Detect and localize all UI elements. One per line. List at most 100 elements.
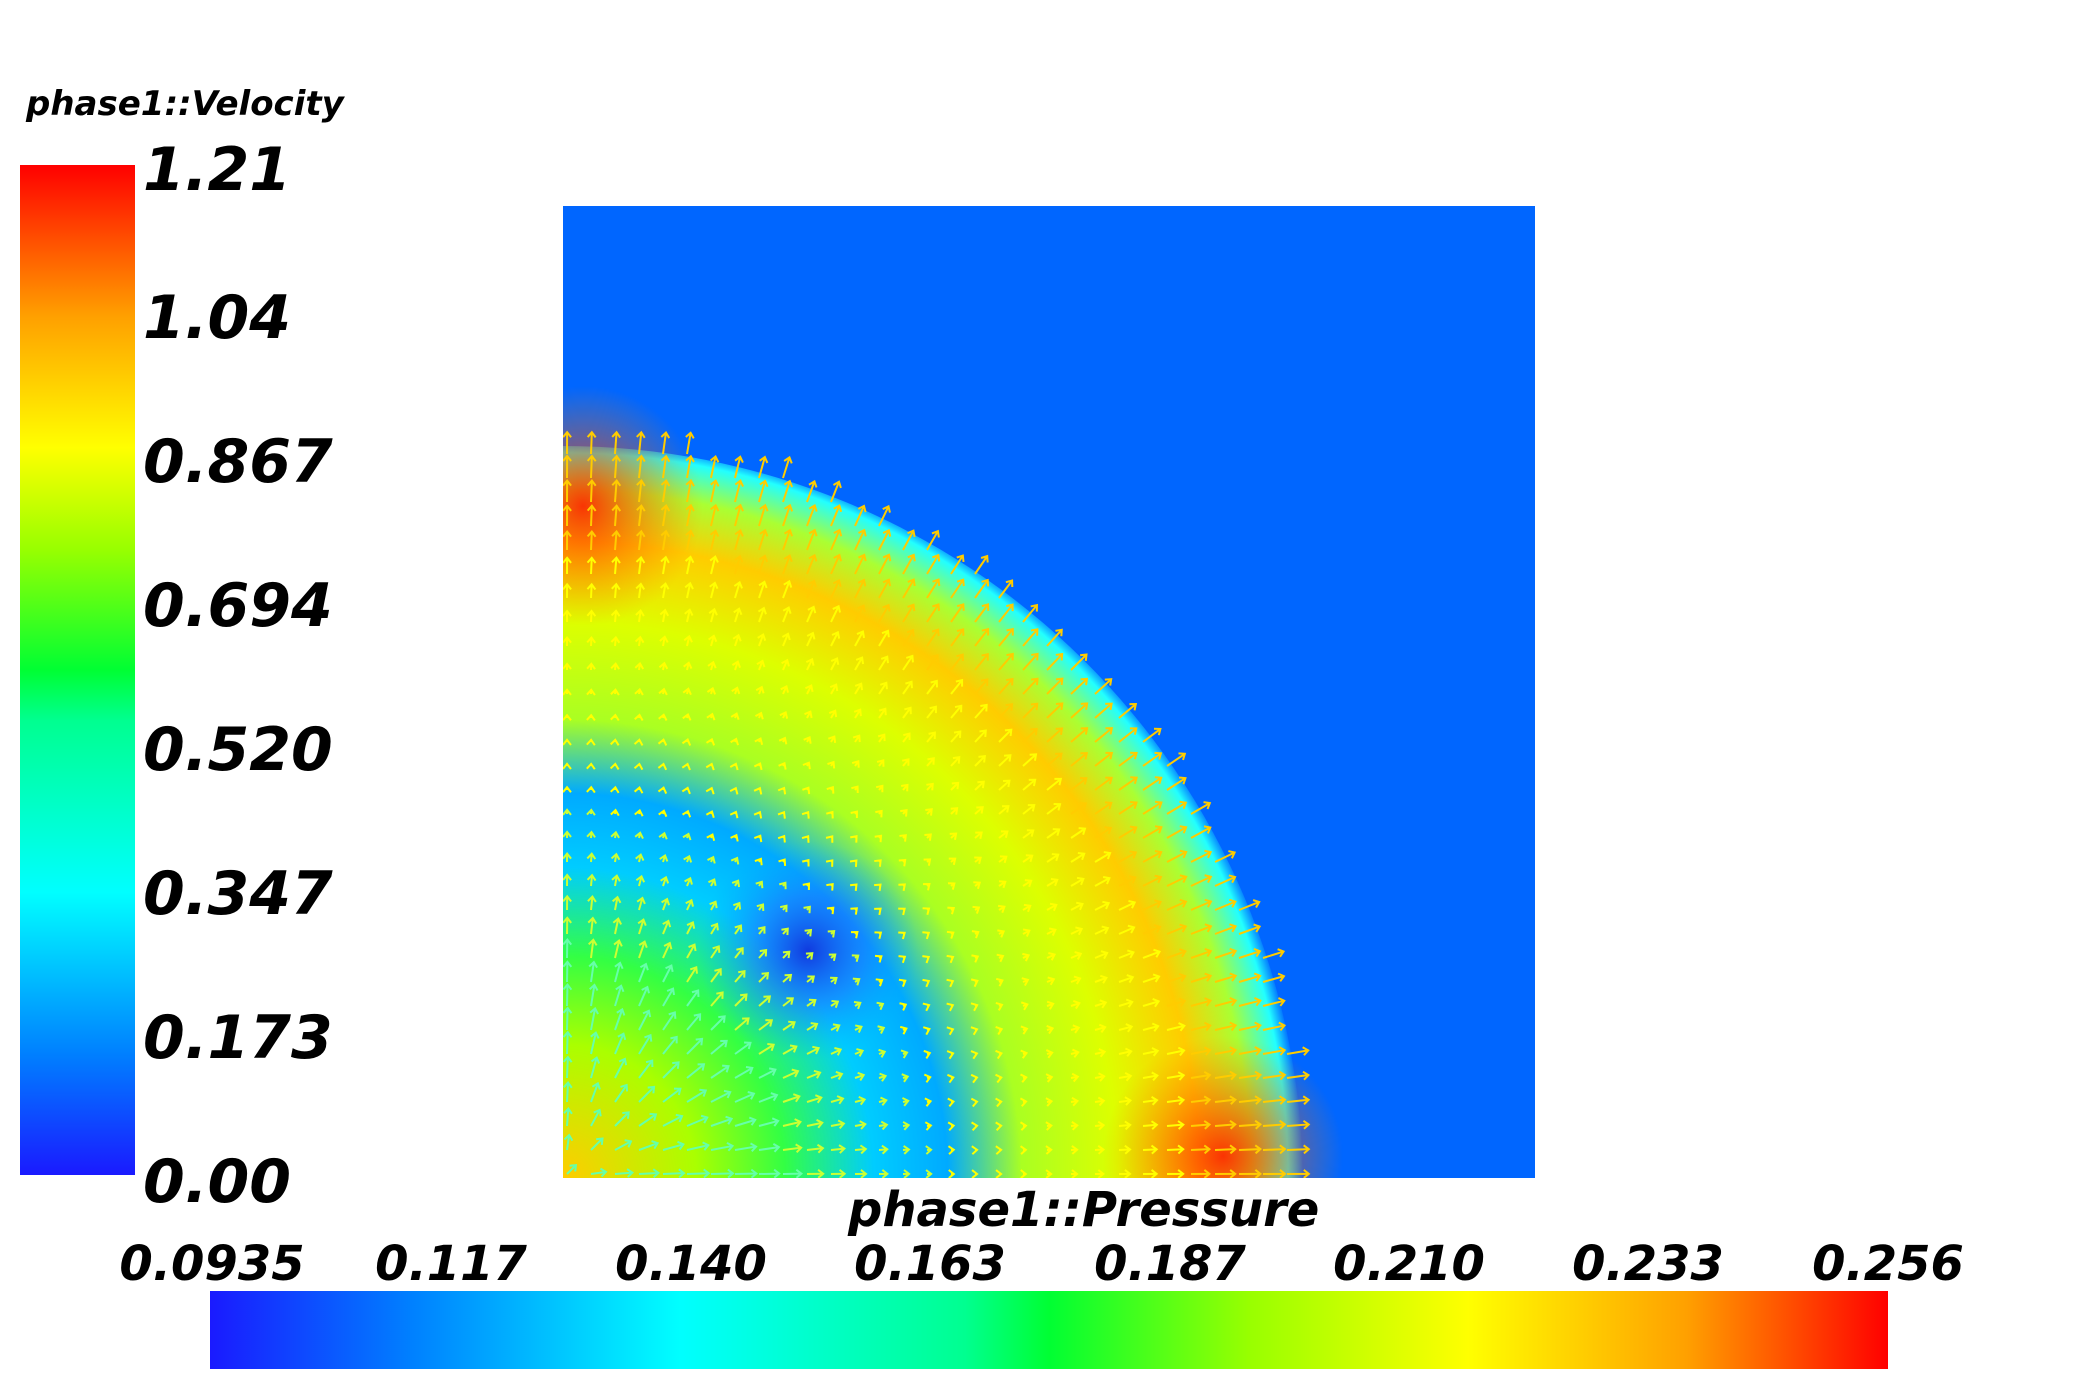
velocity-vector-head [923, 1049, 932, 1059]
velocity-vector-head [708, 607, 718, 616]
velocity-vector-head [1154, 776, 1163, 785]
velocity-vector-glyph [1214, 876, 1236, 887]
velocity-vector-head [929, 705, 937, 714]
velocity-vector-head [899, 1025, 908, 1035]
velocity-vector-head [659, 853, 669, 862]
velocity-vector-head [635, 853, 645, 861]
velocity-vector-glyph [662, 505, 668, 527]
pressure-tick-label: 0.233 [1572, 1236, 1724, 1292]
velocity-vector-head [816, 1143, 825, 1154]
velocity-vector-glyph [806, 529, 816, 551]
velocity-vector-head [875, 809, 883, 818]
velocity-vector-glyph [686, 1038, 703, 1055]
velocity-vector-glyph [998, 754, 1012, 767]
velocity-vector-head [932, 553, 941, 562]
velocity-vector-head [1006, 603, 1014, 612]
velocity-vector-glyph [1190, 1074, 1210, 1079]
velocity-vector-head [906, 628, 915, 637]
velocity-vector-head [641, 985, 650, 994]
velocity-vector-head [777, 786, 787, 795]
velocity-vector-head [618, 1057, 628, 1066]
velocity-vector-head [1101, 925, 1110, 935]
velocity-vector-glyph [1142, 950, 1160, 959]
velocity-vector-head [673, 1087, 682, 1096]
velocity-vector-glyph [1142, 901, 1161, 911]
velocity-vector-head [791, 1068, 800, 1078]
velocity-vector-head [611, 556, 621, 564]
velocity-vector-head [663, 941, 673, 950]
velocity-vector-glyph [1166, 801, 1187, 815]
velocity-vector-head [1229, 1119, 1237, 1130]
velocity-vector-glyph [566, 1108, 570, 1127]
velocity-vector-glyph [710, 1040, 728, 1055]
velocity-vector-head [817, 1169, 825, 1178]
velocity-vector-head [611, 895, 622, 904]
velocity-vector-head [1177, 1046, 1186, 1057]
velocity-vector-head [1046, 1024, 1055, 1035]
velocity-vector-glyph [734, 925, 742, 935]
velocity-vector-head [1055, 752, 1063, 761]
velocity-vector-glyph [1094, 827, 1112, 839]
velocity-vector-glyph [710, 1117, 732, 1127]
velocity-vector-glyph [806, 1096, 822, 1103]
velocity-vector-head [610, 635, 621, 644]
velocity-vector-head [1055, 628, 1063, 637]
velocity-vector-glyph [1166, 826, 1187, 839]
velocity-vector-head [932, 603, 941, 611]
velocity-vector-head [586, 504, 597, 512]
velocity-vector-glyph [614, 1111, 630, 1127]
velocity-vector-glyph [1190, 900, 1212, 911]
velocity-vector-head [588, 960, 598, 969]
velocity-vector-head [617, 1032, 627, 1041]
velocity-vector-glyph [1022, 604, 1038, 623]
velocity-vector-glyph [902, 604, 915, 623]
velocity-vector-head [684, 555, 695, 564]
velocity-vector-glyph [1214, 1024, 1236, 1031]
velocity-colorbar [20, 165, 135, 1175]
velocity-vector-head [1278, 1021, 1287, 1032]
pressure-tick-label: 0.117 [375, 1236, 527, 1292]
velocity-vector-glyph [1142, 752, 1162, 767]
velocity-vector-head [635, 555, 646, 564]
velocity-vector-head [1072, 1024, 1081, 1034]
velocity-vector-glyph [1046, 629, 1063, 647]
velocity-vector-head [1151, 1022, 1160, 1032]
velocity-vector-head [638, 940, 648, 949]
velocity-vector-glyph [806, 554, 816, 575]
velocity-vector-glyph [734, 582, 741, 599]
velocity-vector-head [1103, 851, 1112, 860]
velocity-vector-head [610, 808, 620, 817]
velocity-vector-glyph [1022, 804, 1035, 815]
velocity-vector-glyph [1118, 876, 1136, 887]
velocity-vector-glyph [662, 1172, 684, 1175]
velocity-vector-glyph [590, 875, 594, 887]
velocity-vector-glyph [710, 1065, 730, 1079]
velocity-vector-head [924, 833, 932, 841]
velocity-vector-glyph [1214, 925, 1236, 935]
velocity-vector-glyph [782, 505, 791, 527]
velocity-vector-head [802, 882, 811, 891]
velocity-vector-glyph [950, 579, 965, 599]
velocity-vector-head [681, 738, 692, 746]
velocity-vector-glyph [998, 729, 1012, 743]
velocity-vector-head [678, 1168, 686, 1178]
velocity-vector-glyph [1214, 999, 1236, 1007]
velocity-vector-glyph [638, 531, 643, 551]
velocity-vector-head [745, 1066, 754, 1075]
velocity-vector-head [675, 1113, 684, 1123]
velocity-vector-head [1203, 1046, 1212, 1056]
velocity-vector-glyph [1094, 852, 1111, 863]
velocity-vector-glyph [1142, 975, 1160, 983]
velocity-vector-head [859, 1120, 867, 1130]
velocity-vector-head [1178, 997, 1187, 1007]
velocity-vector-head [778, 761, 787, 770]
velocity-vector-head [1080, 677, 1089, 686]
velocity-vector-glyph [710, 991, 724, 1007]
velocity-vector-head [709, 555, 719, 563]
velocity-vector-head [977, 780, 985, 789]
velocity-vector-head [788, 1020, 796, 1029]
velocity-vector-head [970, 1002, 979, 1012]
velocity-vector-glyph [1286, 1098, 1309, 1103]
velocity-vector-head [808, 503, 818, 512]
velocity-vector-glyph [830, 580, 840, 599]
